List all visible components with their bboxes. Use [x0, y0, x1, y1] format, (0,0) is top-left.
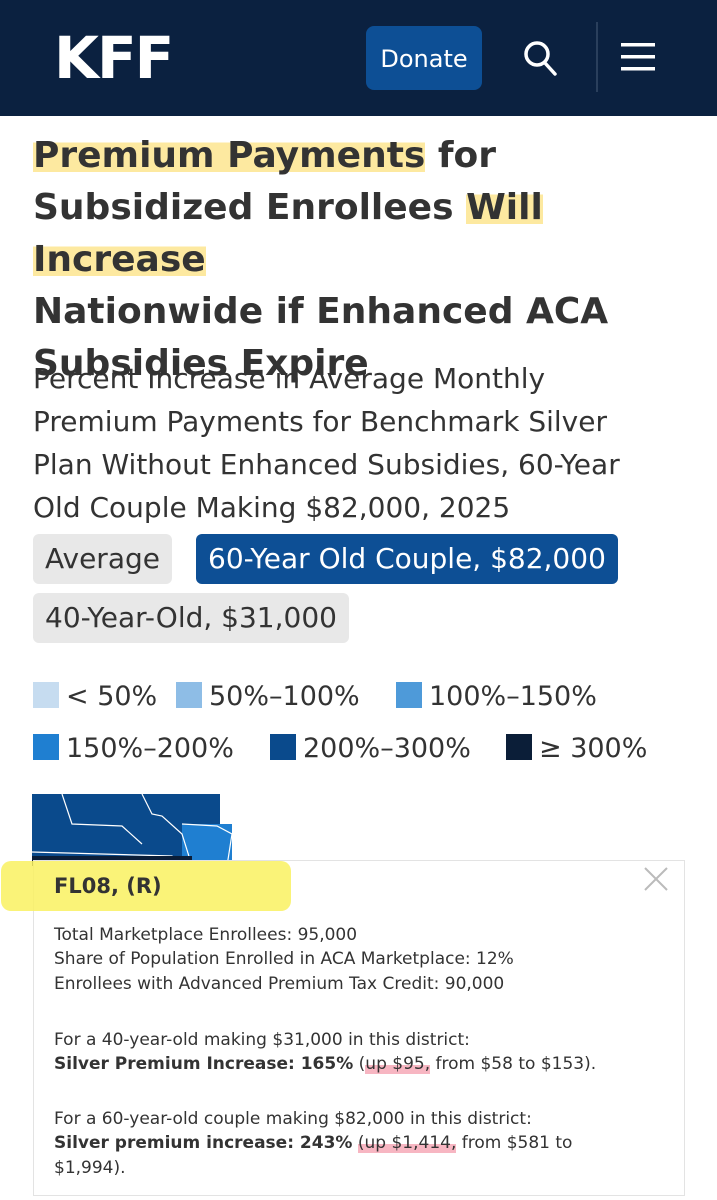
- legend-item: 50%–100%: [176, 680, 360, 714]
- legend-item: < 50%: [33, 680, 157, 714]
- title-text-3: Nationwide if Enhanced ACA: [33, 291, 609, 332]
- age60-up-highlight: (up $1,414,: [357, 1133, 457, 1153]
- age40-paren: (: [353, 1054, 366, 1074]
- tooltip-age60-intro: For a 60-year-old couple making $82,000 …: [54, 1109, 532, 1129]
- district-tooltip: FL08, (R) Total Marketplace Enrollees: 9…: [1, 860, 685, 1196]
- tooltip-aptc: Enrollees with Advanced Premium Tax Cred…: [54, 974, 505, 994]
- legend-swatch: [176, 682, 202, 708]
- legend-swatch: [396, 682, 422, 708]
- tab-40-year-old[interactable]: 40-Year-Old, $31,000: [33, 593, 349, 643]
- legend-label: ≥ 300%: [539, 733, 648, 764]
- tooltip-age40-detail: Silver Premium Increase: 165% (up $95, f…: [54, 1052, 596, 1076]
- tooltip-age60-detail: Silver premium increase: 243% (up $1,414…: [54, 1131, 572, 1155]
- age40-increase-label: Silver Premium Increase: 165%: [54, 1054, 354, 1074]
- page-title: Premium Payments for Subsidized Enrollee…: [33, 130, 703, 390]
- subtitle-line-4: Old Couple Making $82,000, 2025: [33, 491, 511, 524]
- title-text-4: Subsidies Expire: [33, 343, 369, 384]
- legend-label: 50%–100%: [209, 681, 360, 712]
- legend-item: 200%–300%: [270, 732, 471, 766]
- legend-swatch: [33, 682, 59, 708]
- donate-button[interactable]: Donate: [366, 26, 482, 90]
- tab-60-year-old-couple[interactable]: 60-Year Old Couple, $82,000: [196, 534, 618, 584]
- search-icon[interactable]: [523, 40, 557, 76]
- legend-label: 100%–150%: [429, 681, 597, 712]
- age40-rest: from $58 to $153).: [430, 1054, 597, 1074]
- age40-up-highlight: up $95,: [365, 1054, 431, 1074]
- title-highlight-1: Premium Payments: [33, 135, 426, 176]
- tooltip-title: FL08, (R): [54, 874, 162, 898]
- title-text-1: for: [425, 135, 497, 176]
- chart-subtitle: Percent Increase in Average Monthly Prem…: [33, 357, 703, 529]
- title-text-2: Subsidized Enrollees: [33, 187, 467, 228]
- legend-label: 200%–300%: [303, 733, 471, 764]
- subtitle-line-3: Plan Without Enhanced Subsidies, 60-Year: [33, 448, 620, 481]
- kff-logo[interactable]: KFF: [54, 24, 174, 92]
- tooltip-age40-intro: For a 40-year-old making $31,000 in this…: [54, 1030, 470, 1050]
- header-divider: [596, 22, 598, 92]
- tooltip-enrollees: Total Marketplace Enrollees: 95,000: [54, 925, 358, 945]
- close-icon[interactable]: [642, 865, 670, 893]
- legend-label: 150%–200%: [66, 733, 234, 764]
- age60-rest: from $581 to: [456, 1133, 573, 1153]
- age60-increase-label: Silver premium increase: 243%: [54, 1133, 353, 1153]
- menu-icon[interactable]: [621, 42, 655, 72]
- top-bar: KFF Donate: [0, 0, 717, 116]
- legend-item: ≥ 300%: [506, 732, 647, 766]
- subtitle-line-2: Premium Payments for Benchmark Silver: [33, 405, 607, 438]
- district-map[interactable]: [32, 794, 242, 866]
- legend-swatch: [270, 734, 296, 760]
- tooltip-share: Share of Population Enrolled in ACA Mark…: [54, 949, 514, 969]
- subtitle-line-1: Percent Increase in Average Monthly: [33, 362, 546, 395]
- legend-label: < 50%: [66, 681, 158, 712]
- tab-average[interactable]: Average: [33, 534, 172, 584]
- legend-swatch: [506, 734, 532, 760]
- legend-item: 100%–150%: [396, 680, 597, 714]
- tooltip-title-highlight: [1, 861, 291, 911]
- legend-item: 150%–200%: [33, 732, 234, 766]
- legend-swatch: [33, 734, 59, 760]
- tooltip-age60-detail-2: $1,994).: [54, 1158, 126, 1178]
